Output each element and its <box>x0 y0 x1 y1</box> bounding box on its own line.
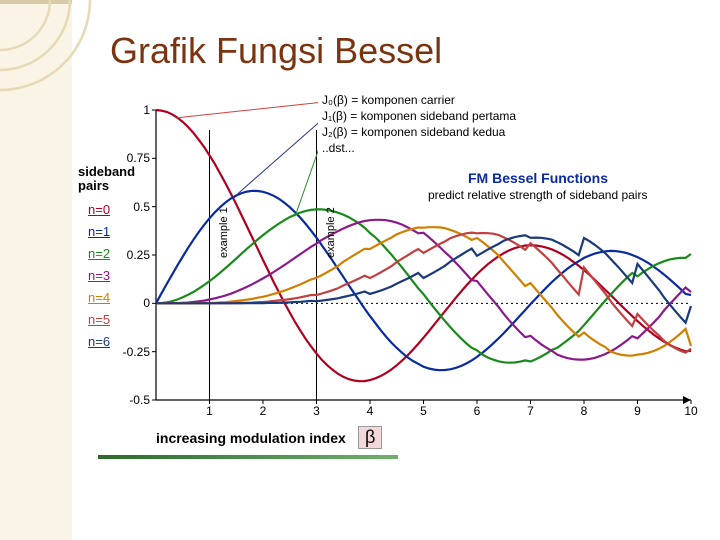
xtick-1: 1 <box>200 404 220 418</box>
xtick-4: 4 <box>360 404 380 418</box>
legend-dst: ..dst... <box>322 140 516 156</box>
pairs-label-1: sideband <box>78 164 135 179</box>
n-label-0: n=0 <box>88 202 110 217</box>
ytick-0: -0.5 <box>120 393 150 407</box>
beta-box: β <box>358 426 382 449</box>
ytick-3: 0.25 <box>120 248 150 262</box>
n-label-1: n=1 <box>88 224 110 239</box>
xtick-10: 10 <box>681 404 701 418</box>
xtick-6: 6 <box>467 404 487 418</box>
xtick-8: 8 <box>574 404 594 418</box>
ytick-1: -0.25 <box>120 345 150 359</box>
legend-box: J₀(β) = komponen carrier J₁(β) = kompone… <box>318 90 520 158</box>
example1-label: example 1 <box>218 207 230 258</box>
pairs-label: sideband pairs <box>78 165 135 193</box>
ytick-4: 0.5 <box>120 200 150 214</box>
n-label-6: n=6 <box>88 334 110 349</box>
chart-area: J₀(β) = komponen carrier J₁(β) = kompone… <box>78 90 708 520</box>
slide-root: Grafik Fungsi Bessel J₀(β) = komponen ca… <box>0 0 720 540</box>
example2-label: example 2 <box>325 207 337 258</box>
bottom-bar <box>98 455 398 459</box>
xtick-2: 2 <box>253 404 273 418</box>
ytick-2: 0 <box>120 296 150 310</box>
ytick-5: 0.75 <box>120 151 150 165</box>
n-label-4: n=4 <box>88 290 110 305</box>
page-title: Grafik Fungsi Bessel <box>110 30 442 72</box>
n-label-3: n=3 <box>88 268 110 283</box>
predict-text: predict relative strength of sideband pa… <box>428 188 647 202</box>
n-list: n=0 n=1 n=2 n=3 n=4 n=5 n=6 <box>88 202 110 356</box>
n-label-2: n=2 <box>88 246 110 261</box>
xtick-5: 5 <box>414 404 434 418</box>
fm-title: FM Bessel Functions <box>468 170 608 186</box>
legend-j1: J₁(β) = komponen sideband pertama <box>322 108 516 124</box>
x-axis-label: increasing modulation index <box>156 430 346 446</box>
side-band-deco <box>0 0 72 540</box>
xtick-7: 7 <box>521 404 541 418</box>
pairs-label-2: pairs <box>78 178 109 193</box>
legend-j2: J₂(β) = komponen sideband kedua <box>322 124 516 140</box>
xtick-3: 3 <box>307 404 327 418</box>
ytick-6: 1 <box>120 103 150 117</box>
n-label-5: n=5 <box>88 312 110 327</box>
xtick-9: 9 <box>628 404 648 418</box>
legend-j0: J₀(β) = komponen carrier <box>322 92 516 108</box>
